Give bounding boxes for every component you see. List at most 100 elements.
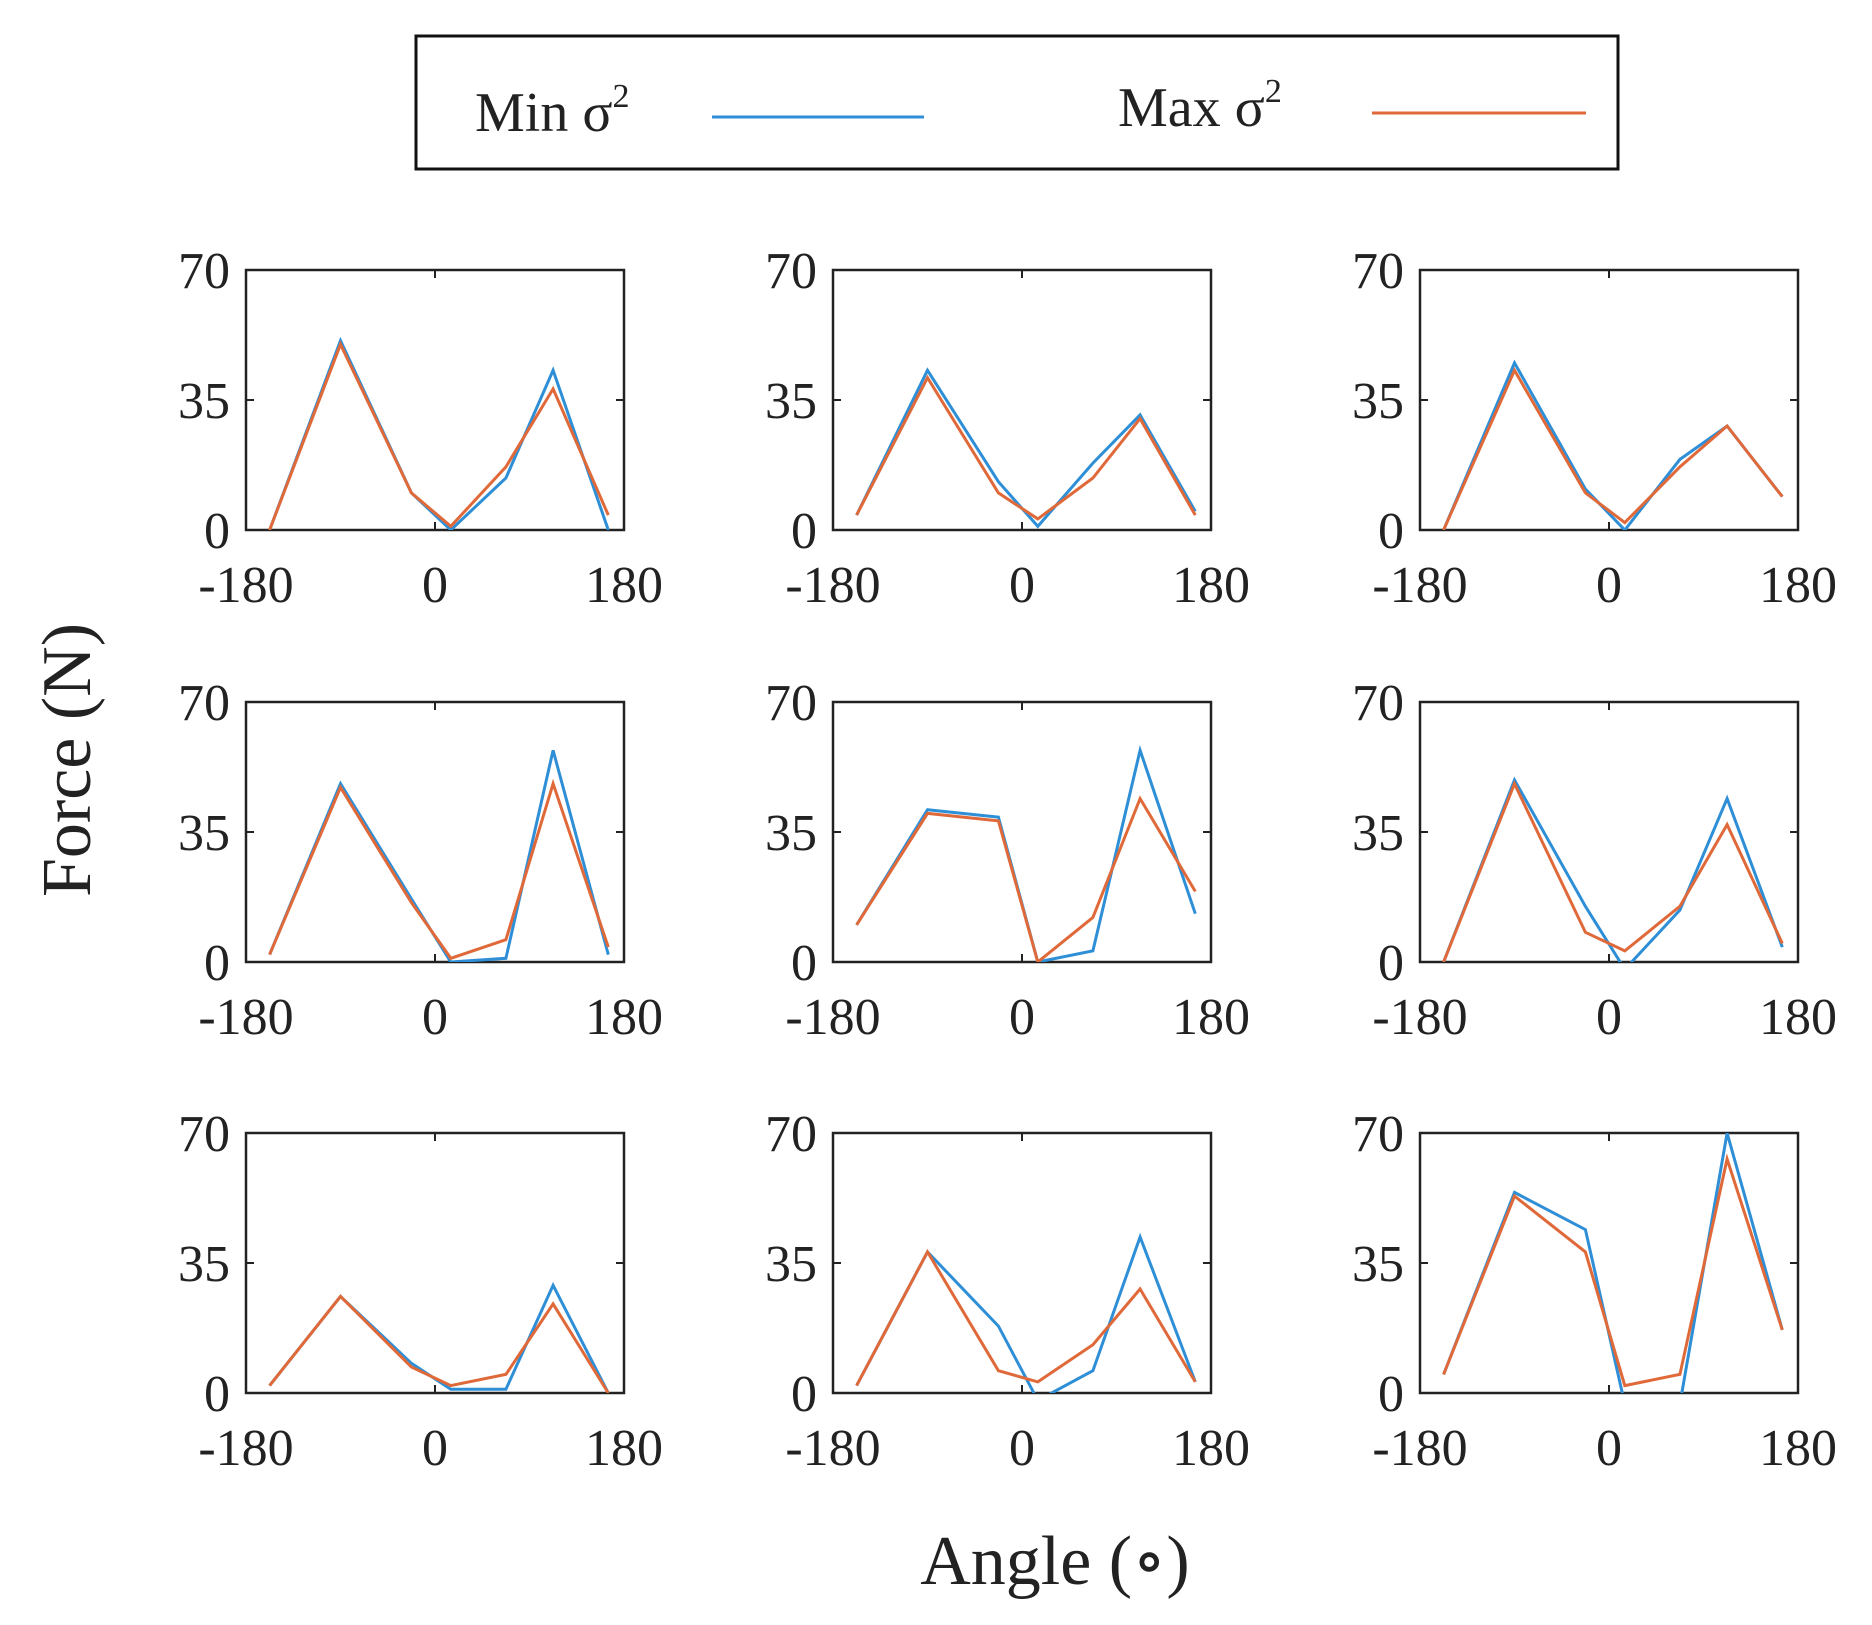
y-tick-label: 35 bbox=[765, 1236, 817, 1293]
x-tick-label: 180 bbox=[585, 557, 663, 614]
panel-series bbox=[855, 1232, 1197, 1393]
x-tick-label: 180 bbox=[1172, 989, 1250, 1046]
y-tick-label: 35 bbox=[1352, 1236, 1404, 1293]
y-tick-label: 0 bbox=[1378, 503, 1404, 560]
series-line-max bbox=[855, 795, 1197, 962]
x-tick-label: 180 bbox=[1759, 557, 1837, 614]
panel-series bbox=[1442, 1133, 1784, 1393]
y-tick-label: 70 bbox=[765, 675, 817, 732]
series-line-max bbox=[855, 374, 1197, 521]
series-line-max bbox=[268, 1294, 610, 1393]
panel-series bbox=[855, 744, 1197, 962]
y-tick-label: 35 bbox=[765, 373, 817, 430]
x-axis-title: Angle (∘) bbox=[920, 1523, 1190, 1600]
x-tick-label: 0 bbox=[422, 557, 448, 614]
y-tick-label: 70 bbox=[178, 243, 230, 300]
panel-series bbox=[268, 749, 610, 962]
x-tick-label: -180 bbox=[1372, 557, 1467, 614]
panel-frame bbox=[244, 700, 626, 964]
x-tick-label: 0 bbox=[422, 989, 448, 1046]
y-tick-label: 35 bbox=[178, 805, 230, 862]
y-tick-label: 0 bbox=[204, 935, 230, 992]
panel-frame bbox=[831, 700, 1213, 964]
y-tick-label: 0 bbox=[791, 1366, 817, 1423]
x-tick-label: 0 bbox=[1596, 1420, 1622, 1477]
series-line-min bbox=[855, 744, 1197, 962]
y-tick-label: 0 bbox=[204, 1366, 230, 1423]
x-tick-label: 0 bbox=[1009, 1420, 1035, 1477]
y-tick-label: 0 bbox=[1378, 935, 1404, 992]
series-line-max bbox=[855, 1248, 1197, 1387]
panel-series bbox=[268, 1281, 610, 1393]
panel-series bbox=[855, 367, 1197, 529]
series-line-min bbox=[1442, 776, 1784, 962]
x-tick-label: 0 bbox=[1009, 557, 1035, 614]
panel-series bbox=[1442, 359, 1784, 530]
y-tick-label: 0 bbox=[204, 503, 230, 560]
panel-frame bbox=[831, 1131, 1213, 1395]
series-line-max bbox=[1442, 779, 1784, 962]
y-tick-label: 70 bbox=[1352, 243, 1404, 300]
x-tick-label: 180 bbox=[1759, 989, 1837, 1046]
y-tick-label: 35 bbox=[178, 373, 230, 430]
x-tick-label: -180 bbox=[785, 989, 880, 1046]
x-tick-label: 180 bbox=[585, 1420, 663, 1477]
y-tick-label: 0 bbox=[791, 935, 817, 992]
series-line-min bbox=[268, 749, 610, 962]
panel-series bbox=[268, 336, 610, 530]
legend-max-text: Max σ bbox=[1118, 77, 1265, 139]
panel-frame bbox=[1418, 700, 1800, 964]
x-tick-label: -180 bbox=[198, 557, 293, 614]
legend-min-text: Min σ bbox=[475, 82, 613, 144]
series-line-max bbox=[1442, 366, 1784, 530]
x-tick-label: 180 bbox=[1172, 557, 1250, 614]
panel-frame bbox=[1418, 268, 1800, 532]
legend: Min σ2 Max σ2 bbox=[414, 34, 1620, 171]
y-tick-label: 0 bbox=[1378, 1366, 1404, 1423]
x-tick-label: 0 bbox=[1009, 989, 1035, 1046]
y-tick-label: 70 bbox=[1352, 1106, 1404, 1163]
x-tick-label: -180 bbox=[198, 989, 293, 1046]
y-tick-label: 70 bbox=[178, 675, 230, 732]
y-tick-label: 70 bbox=[765, 1106, 817, 1163]
y-tick-label: 70 bbox=[765, 243, 817, 300]
y-tick-label: 70 bbox=[178, 1106, 230, 1163]
panel-frame bbox=[1418, 1131, 1800, 1395]
x-tick-label: -180 bbox=[1372, 1420, 1467, 1477]
x-tick-label: 0 bbox=[422, 1420, 448, 1477]
legend-max-sup: 2 bbox=[1265, 73, 1282, 110]
y-tick-label: 35 bbox=[1352, 373, 1404, 430]
y-tick-label: 0 bbox=[791, 503, 817, 560]
legend-frame bbox=[414, 34, 1620, 171]
series-line-min bbox=[268, 336, 610, 530]
panel-frame bbox=[244, 268, 626, 532]
y-tick-label: 35 bbox=[178, 1236, 230, 1293]
x-tick-label: -180 bbox=[785, 557, 880, 614]
series-line-min bbox=[1442, 1133, 1784, 1393]
series-line-max bbox=[268, 340, 610, 530]
x-tick-label: 180 bbox=[585, 989, 663, 1046]
panel-series bbox=[1442, 776, 1784, 962]
x-tick-label: 0 bbox=[1596, 989, 1622, 1046]
y-axis-title: Force (N) bbox=[29, 623, 106, 897]
legend-max-label: Max σ2 bbox=[1118, 73, 1282, 139]
legend-min-sup: 2 bbox=[613, 78, 630, 115]
series-line-max bbox=[1442, 1153, 1784, 1388]
x-tick-label: -180 bbox=[785, 1420, 880, 1477]
y-tick-label: 35 bbox=[1352, 805, 1404, 862]
x-tick-label: -180 bbox=[198, 1420, 293, 1477]
y-tick-label: 70 bbox=[1352, 675, 1404, 732]
y-tick-label: 35 bbox=[765, 805, 817, 862]
panel-frame bbox=[244, 1131, 626, 1395]
